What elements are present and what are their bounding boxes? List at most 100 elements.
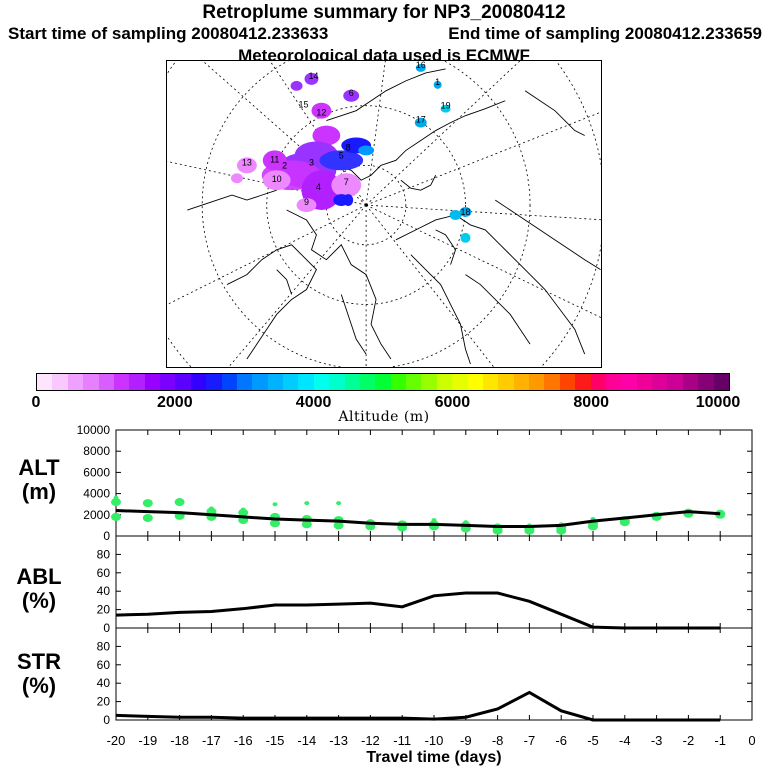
alt-scatter-point [174, 498, 185, 507]
str-series-line [115, 690, 721, 722]
map-plume-label: 3 [309, 157, 314, 167]
map-plume-label: 9 [304, 197, 309, 207]
colorbar-swatch [236, 374, 253, 390]
map-plume-label: 7 [344, 177, 349, 187]
alt-scatter-point [177, 497, 183, 502]
map-plume-label: 15 [299, 100, 309, 110]
abl-series-line [115, 591, 721, 630]
map-plume-label: 11 [270, 154, 279, 164]
colorbar-swatch [590, 374, 606, 390]
x-tick-label: -13 [329, 733, 348, 748]
map-plume-label: 10 [272, 174, 282, 184]
x-tick-label: -19 [138, 733, 157, 748]
map-plume-label: 8 [346, 142, 351, 152]
y-tick-label: 10000 [77, 423, 111, 437]
colorbar-swatch [452, 374, 468, 390]
colorbar-tick-label: 2000 [157, 394, 193, 411]
colorbar-tick-label: 0 [31, 394, 41, 411]
colorbar-swatch [421, 374, 437, 390]
y-tick-label: 40 [97, 676, 111, 690]
y-tick-label: 20 [97, 695, 111, 709]
x-tick-label: -4 [619, 733, 631, 748]
colorbar-swatch [83, 374, 99, 390]
colorbar-swatch [559, 374, 576, 390]
x-tick-label: -11 [393, 733, 411, 748]
colorbar-swatch [667, 374, 683, 390]
colorbar-swatch [359, 374, 376, 390]
y-tick-label: 8000 [83, 444, 110, 458]
colorbar-swatch [375, 374, 391, 390]
colorbar-tick-label: 8000 [573, 394, 609, 411]
colorbar-swatch [682, 374, 699, 390]
x-tick-label: -14 [297, 733, 316, 748]
colorbar-swatch [467, 374, 483, 390]
colorbar-swatch [575, 374, 591, 390]
y-tick-label: 4000 [83, 487, 110, 501]
colorbar-swatch [52, 374, 68, 390]
plume-blobs [231, 63, 472, 243]
colorbar-swatch [406, 374, 422, 390]
x-tick-label: 0 [748, 733, 755, 748]
str-unit: (%) [21, 673, 57, 698]
abl-unit: (%) [21, 588, 57, 613]
x-tick-label: -18 [170, 733, 189, 748]
colorbar-swatch [713, 374, 729, 390]
x-tick-label: -17 [202, 733, 221, 748]
colorbar-swatch [636, 374, 652, 390]
alt-scatter-point [524, 526, 535, 535]
chart-title: Retroplume summary for NP3_20080412 [202, 2, 566, 23]
map-plume-label: 18 [460, 207, 470, 217]
colorbar-swatch [513, 374, 529, 390]
alt-scatter-point [208, 506, 214, 511]
x-tick-label: -10 [425, 733, 444, 748]
map-plume-label: 16 [416, 60, 426, 70]
alt-scatter-point [336, 501, 342, 506]
x-tick-label: -1 [714, 733, 726, 748]
x-tick-label: -6 [555, 733, 567, 748]
alt-series-line [115, 509, 721, 528]
x-tick-label: -8 [492, 733, 504, 748]
alt-scatter-point [492, 526, 503, 535]
colorbar-swatch [37, 374, 53, 390]
alt-scatter-point [113, 495, 119, 500]
alt-scatter-point [304, 501, 310, 506]
y-tick-label: 0 [103, 529, 110, 543]
map-plume-label: 6 [349, 88, 354, 98]
colorbar-swatch [329, 374, 345, 390]
panel-frame-abl [115, 535, 753, 629]
colorbar-swatch [160, 374, 176, 390]
start-time: Start time of sampling 20080412.233633 [8, 24, 329, 43]
alt-scatter-point [333, 521, 344, 530]
colorbar-swatch [283, 374, 299, 390]
str-panel-label: STR (%) [4, 650, 74, 698]
colorbar-swatch [129, 374, 145, 390]
map-plume-label: 5 [339, 150, 344, 160]
y-tick-label: 2000 [83, 508, 110, 522]
colorbar-swatch [498, 374, 514, 390]
x-tick-label: -12 [361, 733, 380, 748]
x-tick-label: -15 [266, 733, 285, 748]
colorbar-swatch [344, 374, 360, 390]
y-tick-label: 0 [103, 713, 110, 727]
y-tick-label: 80 [97, 639, 111, 653]
map-plume-label: 17 [416, 115, 426, 125]
alt-scatter-point [556, 526, 567, 535]
colorbar-swatch [436, 374, 453, 390]
colorbar-swatch [190, 374, 207, 390]
alt-scatter-point [272, 502, 278, 507]
colorbar-tick-label: 4000 [295, 394, 332, 411]
colorbar-swatch [206, 374, 222, 390]
map-plume-label: 1 [435, 77, 440, 87]
map-plume-label: 19 [441, 101, 451, 111]
panel-frame-str [115, 627, 753, 721]
x-tick-label: -3 [651, 733, 663, 748]
y-tick-label: 6000 [83, 465, 110, 479]
alt-scatter-point [142, 499, 153, 508]
y-tick-label: 60 [97, 566, 111, 580]
y-tick-label: 80 [97, 547, 111, 561]
x-tick-label: -5 [587, 733, 599, 748]
x-tick-label: -2 [683, 733, 695, 748]
colorbar [36, 373, 730, 391]
end-time: End time of sampling 20080412.233659 [448, 24, 762, 43]
alt-scatter-point [240, 507, 246, 512]
